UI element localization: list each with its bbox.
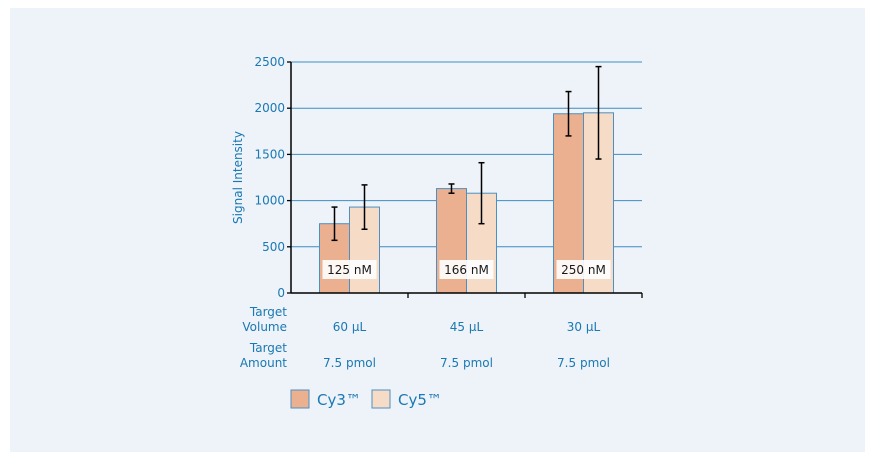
row-value: 7.5 pmol bbox=[557, 356, 610, 370]
bar-label: 250 nM bbox=[561, 263, 606, 277]
labels: 0 500 1000 1500 2000 2500 Signal Intensity 125 … bbox=[231, 55, 611, 370]
y-tick-label: 500 bbox=[262, 240, 285, 254]
axes bbox=[287, 61, 643, 298]
legend-swatch-cy3 bbox=[290, 389, 310, 409]
row-value: 30 µL bbox=[567, 320, 601, 334]
bar-label-bg bbox=[322, 260, 377, 279]
chart-panel: 0 500 1000 1500 2000 2500 Signal Intensity 125 … bbox=[10, 8, 865, 452]
bar-chart: 0 500 1000 1500 2000 2500 Signal Intensity 125 … bbox=[231, 55, 643, 409]
bars bbox=[319, 65, 614, 294]
row-label: Target bbox=[249, 305, 287, 319]
bar-label: 125 nM bbox=[327, 263, 372, 277]
row-value: 7.5 pmol bbox=[323, 356, 376, 370]
y-tick-label: 0 bbox=[277, 286, 285, 300]
legend: Cy3™ Cy5™ bbox=[290, 389, 442, 409]
row-value: 7.5 pmol bbox=[440, 356, 493, 370]
row-label: Amount bbox=[240, 356, 287, 370]
row-value: 45 µL bbox=[450, 320, 484, 334]
bar-label-bg bbox=[556, 260, 611, 279]
y-tick-label: 1000 bbox=[254, 194, 285, 208]
row-label: Target bbox=[249, 341, 287, 355]
y-tick-label: 1500 bbox=[254, 147, 285, 161]
y-axis-label: Signal Intensity bbox=[231, 131, 245, 224]
row-label: Volume bbox=[242, 320, 287, 334]
row-value: 60 µL bbox=[333, 320, 367, 334]
bar-label: 166 nM bbox=[444, 263, 489, 277]
y-tick-label: 2500 bbox=[254, 55, 285, 69]
legend-label-cy5: Cy5™ bbox=[398, 391, 442, 409]
legend-swatch-cy5 bbox=[371, 389, 391, 409]
bar-label-bg bbox=[439, 260, 494, 279]
y-tick-label: 2000 bbox=[254, 101, 285, 115]
legend-label-cy3: Cy3™ bbox=[317, 391, 361, 409]
